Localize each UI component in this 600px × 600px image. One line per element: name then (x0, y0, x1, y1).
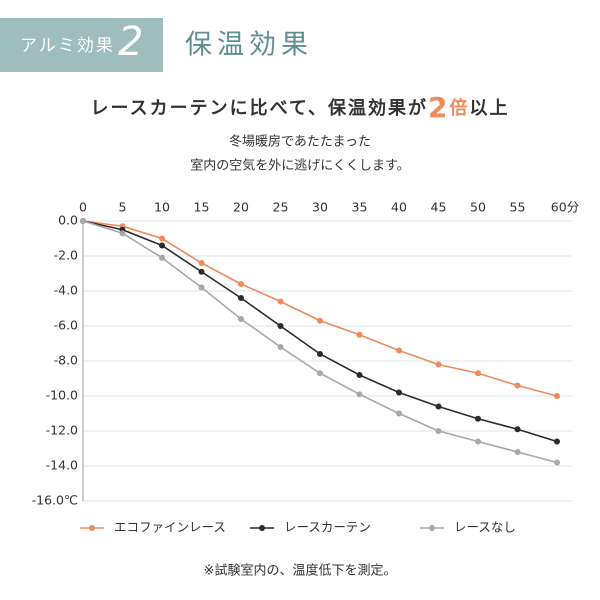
data-point (435, 361, 442, 368)
legend-label: レースなし (454, 520, 516, 535)
data-point (317, 351, 323, 357)
x-tick-label: 60分 (551, 200, 579, 215)
data-point (80, 218, 86, 224)
data-point (475, 438, 481, 445)
data-point (238, 316, 244, 322)
data-point (159, 235, 165, 242)
badge-number: 2 (118, 19, 143, 65)
data-point (159, 254, 165, 261)
data-point (475, 370, 481, 377)
legend-marker (89, 525, 95, 531)
y-tick-label: -4.0 (54, 283, 78, 298)
x-tick-label: 15 (194, 200, 210, 215)
x-tick-label: 5 (119, 200, 127, 215)
subtitle: 室内の空気を外に逃げにくくします。 (190, 158, 409, 174)
y-tick-label: -2.0 (54, 248, 78, 263)
data-point (396, 347, 402, 354)
section-title: 保温効果 (185, 30, 313, 61)
data-point (277, 298, 284, 305)
legend-label: エコファインレース (114, 520, 226, 535)
data-point (277, 344, 284, 350)
x-tick-label: 50 (470, 200, 486, 215)
data-point (277, 323, 284, 329)
y-tick-label: -10.0 (46, 388, 78, 403)
y-tick-label: 0.0 (58, 213, 78, 228)
headline: レースカーテンに比べて、保温効果が2倍以上 (91, 91, 510, 124)
data-point (554, 438, 560, 445)
x-tick-label: 25 (273, 200, 289, 215)
x-tick-label: 30 (312, 200, 328, 215)
series-line (82, 220, 558, 464)
data-point (317, 370, 323, 377)
series-line (82, 220, 558, 397)
headline-text: レースカーテンに比べて、保温効果が (91, 97, 428, 119)
y-tick-label: -6.0 (54, 318, 78, 333)
legend-label: レースカーテン (284, 520, 371, 535)
x-tick-label: 35 (352, 200, 368, 215)
subtitle: 冬場暖房であたたまった (229, 134, 371, 150)
data-point (119, 230, 126, 237)
data-point (396, 410, 402, 417)
data-point (198, 284, 205, 291)
footnote: ※試験室内の、温度低下を測定。 (204, 563, 397, 579)
headline-unit: 倍 (449, 97, 469, 119)
headline-text: 以上 (469, 98, 509, 119)
data-point (198, 268, 205, 275)
x-tick-label: 20 (233, 200, 249, 215)
legend-marker (259, 525, 265, 531)
y-tick-label: -12.0 (46, 423, 78, 438)
x-tick-label: 55 (510, 200, 526, 215)
data-point (198, 260, 205, 266)
data-point (514, 426, 521, 433)
y-tick-label: -16.0℃ (32, 493, 78, 508)
x-tick-label: 10 (154, 200, 170, 215)
legend-marker (429, 525, 435, 531)
x-tick-label: 45 (431, 200, 447, 215)
data-point (435, 428, 442, 434)
data-point (554, 393, 560, 399)
data-point (514, 382, 521, 389)
data-point (238, 281, 244, 287)
series-line (82, 220, 558, 443)
data-point (554, 459, 560, 466)
x-tick-label: 40 (391, 200, 407, 215)
data-point (317, 317, 323, 324)
data-point (356, 331, 363, 338)
data-point (514, 449, 521, 455)
y-tick-label: -14.0 (46, 458, 78, 473)
x-tick-label: 0 (79, 200, 87, 215)
badge-box (0, 18, 163, 72)
headline-number: 2 (428, 91, 449, 124)
data-point (159, 242, 165, 249)
data-point (475, 415, 481, 422)
data-point (356, 372, 363, 378)
data-point (435, 403, 442, 410)
badge-text: アルミ効果 (20, 36, 115, 56)
data-point (238, 295, 244, 301)
y-tick-label: -8.0 (54, 353, 78, 368)
data-point (356, 391, 363, 398)
data-point (396, 389, 402, 396)
